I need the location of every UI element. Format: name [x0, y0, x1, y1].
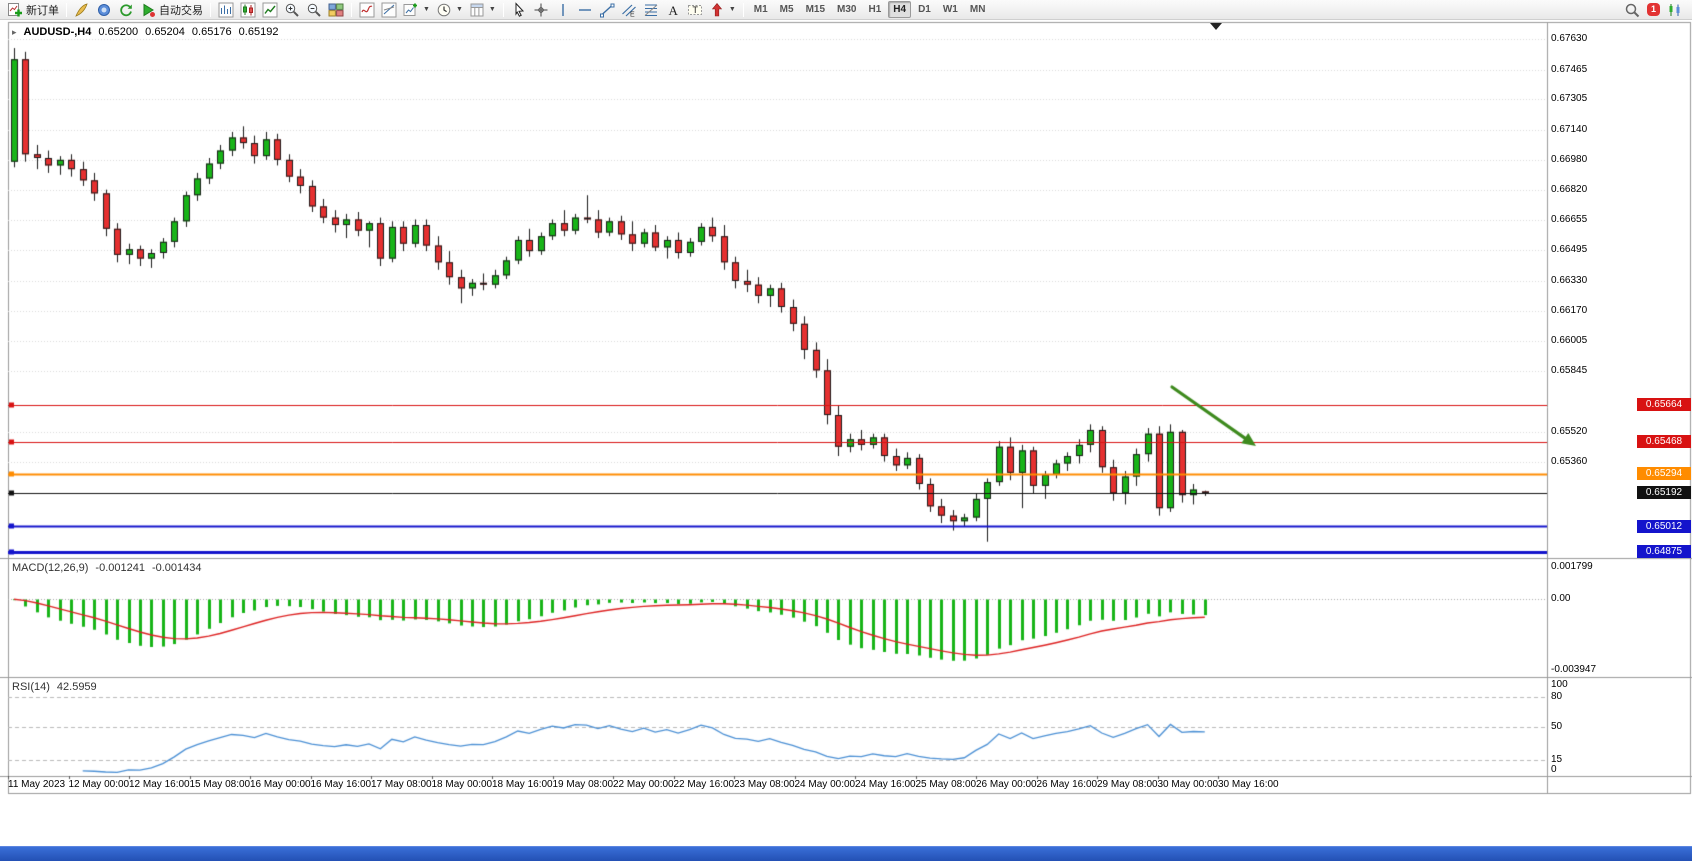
- indicators-icon: [359, 2, 375, 18]
- timeframe-m15-button[interactable]: M15: [805, 4, 826, 15]
- add-indicator-button[interactable]: ▼: [400, 1, 433, 19]
- styler-button[interactable]: [71, 1, 93, 19]
- dropdown-caret-icon: ▼: [455, 6, 463, 13]
- price-level-tag[interactable]: 0.65468: [1637, 435, 1691, 448]
- cursor-button[interactable]: [508, 1, 530, 19]
- text-label-button[interactable]: T: [684, 1, 706, 19]
- vline-icon: [555, 2, 571, 18]
- svg-text:A: A: [668, 3, 678, 18]
- toolbar-separator: [66, 2, 67, 17]
- dropdown-caret-icon: ▼: [488, 6, 496, 13]
- market-depth-button[interactable]: [93, 1, 115, 19]
- toolbar-separator: [502, 2, 504, 17]
- autotrading-button[interactable]: 自动交易: [137, 1, 206, 19]
- price-level-tag[interactable]: 0.65294: [1637, 467, 1691, 481]
- zoom-in-button[interactable]: [281, 1, 303, 19]
- candlestick-chart-icon: [240, 2, 256, 18]
- timeframe-w1-button[interactable]: W1: [942, 4, 958, 15]
- crosshair-button[interactable]: [530, 1, 552, 19]
- price-level-tag[interactable]: 0.65012: [1637, 519, 1691, 533]
- dropdown-caret-icon: ▼: [728, 6, 736, 13]
- timeframe-m1-button[interactable]: M1: [753, 4, 768, 15]
- trendline-icon: [599, 2, 615, 18]
- svg-text:T: T: [692, 5, 698, 15]
- play-icon: [140, 2, 156, 18]
- timeframe-mn-button[interactable]: MN: [969, 4, 986, 15]
- equidistant-channel-button[interactable]: E: [618, 1, 640, 19]
- refresh-icon: [118, 2, 134, 18]
- zoom-in-icon: [284, 2, 300, 18]
- one-click-trading-toggle[interactable]: ▸: [12, 26, 17, 37]
- quill-icon: [74, 2, 90, 18]
- text-button[interactable]: A: [662, 1, 684, 19]
- fibonacci-button[interactable]: [640, 1, 662, 19]
- tile-windows-button[interactable]: [325, 1, 347, 19]
- timeframe-h1-button[interactable]: H1: [868, 4, 882, 15]
- indicator-list-button[interactable]: [356, 1, 378, 19]
- timeframe-d1-button[interactable]: D1: [918, 4, 931, 15]
- chart-shift-marker[interactable]: [1210, 23, 1222, 30]
- bar-chart-button[interactable]: [215, 1, 237, 19]
- price-level-tag[interactable]: 0.65664: [1637, 398, 1691, 412]
- refresh-button[interactable]: [115, 1, 137, 19]
- autotrading-button-label: 自动交易: [159, 4, 203, 17]
- templates-button[interactable]: ▼: [466, 1, 499, 19]
- objects-list-button[interactable]: [378, 1, 400, 19]
- new-order-icon: [7, 2, 23, 18]
- toolbar-separator: [351, 2, 352, 17]
- text-icon: A: [665, 2, 681, 18]
- timeframe-m5-button[interactable]: M5: [779, 4, 794, 15]
- price-level-tag[interactable]: 0.64875: [1637, 545, 1691, 559]
- cursor-icon: [511, 1, 527, 18]
- channel-icon: E: [621, 2, 637, 18]
- tile-windows-icon: [328, 2, 344, 18]
- price-level-tag[interactable]: 0.65192: [1637, 486, 1691, 500]
- crosshair-icon: [533, 2, 549, 18]
- trend-arrow-object[interactable]: [1168, 383, 1262, 451]
- periods-button[interactable]: ▼: [433, 1, 466, 19]
- zoom-out-icon: [306, 2, 322, 18]
- toolbar-right-cluster: 1: [1621, 1, 1688, 19]
- line-chart-icon: [262, 2, 278, 18]
- arrows-button[interactable]: ▼: [706, 1, 739, 19]
- period-icon: [436, 2, 452, 18]
- hline-icon: [577, 2, 593, 18]
- trendline-button[interactable]: [596, 1, 618, 19]
- label-icon: T: [687, 2, 703, 18]
- chart-window-button[interactable]: [1664, 1, 1686, 19]
- add-indicator-icon: [403, 2, 419, 18]
- fibo-icon: [643, 2, 659, 18]
- template-icon: [469, 2, 485, 18]
- toolbar-separator: [210, 2, 211, 17]
- bar-chart-icon: [218, 2, 234, 18]
- arrows-icon: [709, 2, 725, 18]
- line-chart-button[interactable]: [259, 1, 281, 19]
- toolbar-separator: [742, 2, 744, 17]
- mini-candles-icon: [1667, 2, 1683, 18]
- dropdown-caret-icon: ▼: [423, 6, 430, 13]
- search-icon: [1624, 2, 1640, 18]
- svg-text:E: E: [630, 11, 635, 18]
- new-order-button-label: 新订单: [26, 4, 59, 17]
- zoom-out-button[interactable]: [303, 1, 325, 19]
- toolbar: 新订单 自动交易 ▼ ▼ ▼ E A T ▼ M1 M5 M15 M30 H1 H4 D1 W1 MN 1: [0, 0, 1692, 20]
- notification-badge[interactable]: 1: [1647, 3, 1660, 16]
- search-button[interactable]: [1621, 1, 1643, 19]
- objects-icon: [381, 2, 397, 18]
- horizontal-line-button[interactable]: [574, 1, 596, 19]
- vertical-line-button[interactable]: [552, 1, 574, 19]
- coin-icon: [96, 2, 112, 18]
- new-order-button[interactable]: 新订单: [4, 1, 62, 19]
- taskbar[interactable]: [0, 846, 1692, 861]
- timeframe-m30-button[interactable]: M30: [837, 4, 857, 15]
- timeframe-h4-button[interactable]: H4: [888, 1, 912, 18]
- candlestick-chart-button[interactable]: [237, 1, 259, 19]
